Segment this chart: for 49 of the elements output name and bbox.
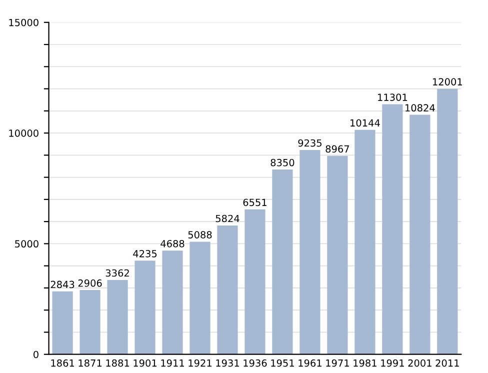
bar xyxy=(437,88,458,354)
bar xyxy=(52,291,73,354)
bar xyxy=(354,130,376,354)
data-label: 8967 xyxy=(326,145,349,153)
data-label: 3362 xyxy=(106,269,129,277)
x-tick-label: 1881 xyxy=(106,359,129,367)
x-tick-label: 2001 xyxy=(408,359,432,367)
data-label: 4688 xyxy=(160,240,184,248)
bar xyxy=(134,260,156,354)
y-tick-label: 10000 xyxy=(9,130,38,137)
data-label: 11301 xyxy=(378,94,407,101)
data-label: 10824 xyxy=(406,104,435,112)
bar xyxy=(107,280,128,354)
x-tick-label: 1981 xyxy=(354,359,376,367)
data-label: 8350 xyxy=(270,158,294,166)
x-tick-label: 1951 xyxy=(271,359,294,367)
bar xyxy=(382,104,403,354)
data-label: 2906 xyxy=(78,279,102,287)
x-tick-label: 1911 xyxy=(161,359,184,367)
data-label: 5088 xyxy=(188,231,212,238)
bar xyxy=(244,209,266,354)
data-label: 2843 xyxy=(50,280,74,288)
x-tick-label: 1901 xyxy=(134,359,156,367)
y-tick-label: 15000 xyxy=(9,18,38,26)
x-tick-label: 1991 xyxy=(381,359,404,367)
bar xyxy=(80,290,100,354)
x-tick-label: 1871 xyxy=(78,359,102,367)
data-label: 9235 xyxy=(298,139,322,147)
x-tick-label: 1936 xyxy=(244,359,267,367)
x-tick-label: 1961 xyxy=(298,359,322,367)
y-tick-label: 0 xyxy=(34,350,38,358)
data-label: 4235 xyxy=(133,250,157,258)
bar xyxy=(190,242,210,354)
x-tick-label: 1971 xyxy=(326,359,349,367)
data-label: 10144 xyxy=(350,119,380,127)
bar xyxy=(272,170,293,354)
bar xyxy=(162,250,183,354)
x-tick-label: 1861 xyxy=(51,359,74,367)
bar xyxy=(217,225,238,354)
x-tick-label: 2011 xyxy=(436,359,459,367)
data-label: 6551 xyxy=(243,198,266,206)
y-tick-label: 5000 xyxy=(15,240,38,248)
x-tick-label: 1921 xyxy=(188,359,212,367)
bar xyxy=(300,150,320,354)
bar xyxy=(327,156,348,354)
data-label: 12001 xyxy=(433,78,462,86)
x-tick-label: 1931 xyxy=(216,359,239,367)
bar xyxy=(410,114,430,354)
data-label: 5824 xyxy=(216,214,240,222)
